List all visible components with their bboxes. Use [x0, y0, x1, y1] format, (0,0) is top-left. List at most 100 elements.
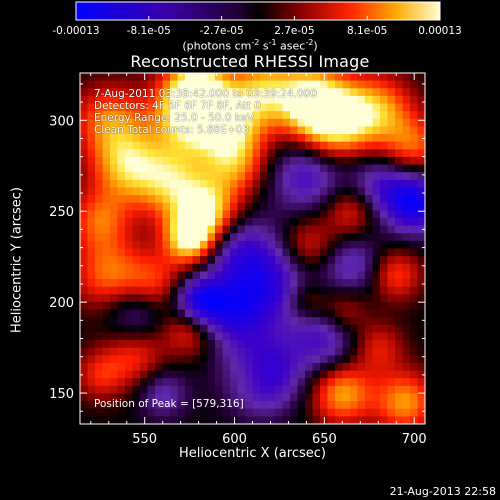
heatmap-cell	[185, 134, 194, 143]
heatmap-cell	[230, 195, 239, 204]
heatmap-cell	[192, 294, 201, 303]
heatmap-cell	[110, 294, 119, 303]
heatmap-cell	[147, 202, 156, 211]
heatmap-cell	[350, 317, 359, 326]
heatmap-cell	[87, 210, 96, 219]
heatmap-cell	[207, 271, 216, 280]
heatmap-cell	[335, 156, 344, 166]
heatmap-cell	[260, 324, 269, 334]
heatmap-cell	[117, 355, 126, 364]
heatmap-cell	[387, 385, 396, 395]
heatmap-cell	[207, 202, 216, 211]
heatmap-cell	[102, 126, 111, 135]
heatmap-cell	[372, 309, 381, 318]
heatmap-cell	[132, 95, 141, 105]
heatmap-cell	[147, 416, 156, 424]
heatmap-cell	[410, 370, 419, 379]
heatmap-cell	[237, 378, 246, 387]
heatmap-cell	[320, 263, 329, 272]
heatmap-cell	[125, 202, 134, 211]
heatmap-cell	[252, 187, 261, 196]
heatmap-cell	[125, 340, 134, 349]
heatmap-cell	[312, 134, 321, 143]
heatmap-cell	[215, 210, 224, 219]
heatmap-cell	[402, 126, 411, 135]
heatmap-cell	[372, 332, 381, 341]
heatmap-cell	[282, 256, 291, 265]
heatmap-cell	[185, 141, 194, 150]
heatmap-cell	[260, 149, 269, 158]
heatmap-cell	[305, 164, 314, 173]
heatmap-cell	[200, 111, 209, 120]
heatmap-cell	[305, 73, 314, 82]
heatmap-cell	[125, 80, 134, 89]
heatmap-cell	[117, 370, 126, 379]
heatmap-cell	[275, 172, 284, 181]
heatmap-cell	[252, 355, 261, 364]
annotation-energy-range: Energy Range: 25.0 - 50.0 keV	[94, 112, 255, 124]
heatmap-cell	[132, 195, 141, 204]
heatmap-cell	[155, 256, 164, 265]
heatmap-cell	[95, 385, 104, 395]
heatmap-cell	[245, 347, 254, 356]
heatmap-cell	[275, 164, 284, 173]
heatmap-cell	[365, 202, 374, 211]
heatmap-cell	[110, 217, 119, 227]
heatmap-cell	[155, 271, 164, 280]
heatmap-cell	[305, 401, 314, 410]
heatmap-cell	[155, 187, 164, 196]
heatmap-cell	[387, 416, 396, 424]
heatmap-cell	[147, 164, 156, 173]
heatmap-cell	[95, 73, 104, 82]
heatmap-cell	[342, 164, 351, 173]
heatmap-cell	[80, 202, 89, 211]
heatmap-cell	[117, 172, 126, 181]
heatmap-cell	[335, 378, 344, 387]
heatmap-cell	[410, 324, 419, 334]
heatmap-cell	[117, 141, 126, 150]
heatmap-cell	[207, 240, 216, 250]
heatmap-cell	[365, 164, 374, 173]
heatmap-cell	[402, 172, 411, 181]
heatmap-cell	[162, 324, 171, 334]
heatmap-cell	[312, 317, 321, 326]
heatmap-cell	[335, 202, 344, 211]
heatmap-cell	[320, 271, 329, 280]
heatmap-cell	[290, 408, 299, 417]
heatmap-cell	[155, 279, 164, 288]
heatmap-cell	[140, 195, 149, 204]
heatmap-cell	[170, 248, 179, 257]
heatmap-cell	[267, 233, 276, 242]
heatmap-cell	[252, 134, 261, 143]
heatmap-cell	[365, 271, 374, 280]
heatmap-cell	[395, 103, 404, 112]
heatmap-cell	[267, 179, 276, 189]
heatmap-cell	[320, 225, 329, 234]
heatmap-cell	[162, 317, 171, 326]
heatmap-cell	[87, 408, 96, 417]
heatmap-cell	[417, 248, 425, 257]
heatmap-cell	[237, 248, 246, 257]
heatmap-cell	[177, 202, 186, 211]
heatmap-cell	[327, 248, 336, 257]
heatmap-cell	[402, 217, 411, 227]
heatmap-cell	[335, 256, 344, 265]
heatmap-cell	[267, 408, 276, 417]
heatmap-cell	[327, 156, 336, 166]
heatmap-cell	[147, 362, 156, 372]
heatmap-cell	[380, 317, 389, 326]
heatmap-cell	[305, 416, 314, 424]
heatmap-cell	[395, 362, 404, 372]
heatmap-cell	[177, 279, 186, 288]
heatmap-cell	[80, 195, 89, 204]
heatmap-cell	[380, 111, 389, 120]
heatmap-cell	[305, 332, 314, 341]
heatmap-cell	[387, 141, 396, 150]
heatmap-cell	[207, 80, 216, 89]
heatmap-cell	[380, 340, 389, 349]
heatmap-cell	[327, 332, 336, 341]
heatmap-cell	[282, 332, 291, 341]
heatmap-cell	[335, 187, 344, 196]
heatmap-cell	[147, 301, 156, 311]
heatmap-cell	[312, 393, 321, 402]
